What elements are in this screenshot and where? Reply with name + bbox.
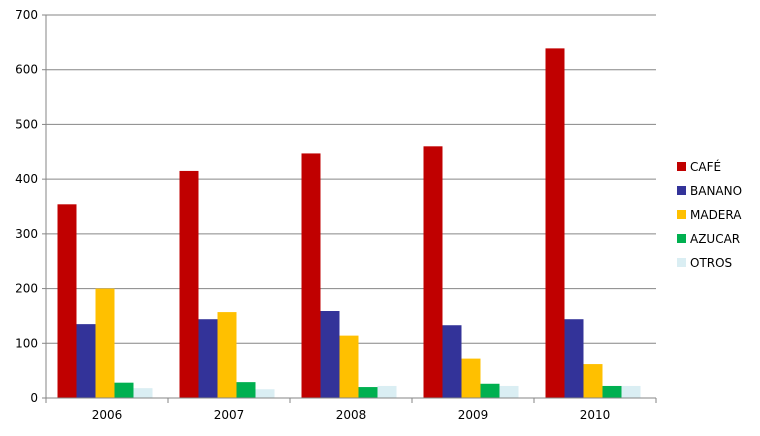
bar-madera-2006 — [95, 288, 115, 398]
gridlines — [46, 14, 656, 399]
legend-label-café: CAFÉ — [690, 159, 721, 174]
legend: CAFÉ BANANO MADERA AZUCAR OTROS — [677, 159, 742, 270]
bar-madera-2007 — [217, 312, 237, 398]
bar-otros-2009 — [499, 385, 519, 398]
legend-swatch-banano — [677, 186, 686, 195]
bar-azucar-2006 — [114, 382, 134, 398]
legend-label-madera: MADERA — [690, 208, 742, 222]
legend-swatch-otros — [677, 258, 686, 267]
bar-madera-2009 — [461, 358, 481, 398]
y-tick-label: 0 — [30, 391, 38, 405]
x-tick-label: 2007 — [214, 408, 245, 422]
bars — [57, 48, 641, 399]
bar-banano-2006 — [76, 324, 96, 398]
bar-otros-2006 — [133, 388, 153, 398]
x-tick-label: 2006 — [92, 408, 123, 422]
bar-café-2006 — [57, 204, 77, 398]
bar-otros-2010 — [621, 385, 641, 398]
legend-label-azucar: AZUCAR — [690, 232, 740, 246]
y-axis: 0 100 200 300 400 500 600 700 — [15, 8, 47, 405]
y-tick-label: 100 — [15, 336, 38, 350]
x-tick-label: 2009 — [458, 408, 489, 422]
legend-label-otros: OTROS — [690, 256, 732, 270]
y-tick-label: 400 — [15, 172, 38, 186]
bar-otros-2007 — [255, 389, 275, 398]
bar-banano-2008 — [320, 311, 340, 398]
bar-madera-2008 — [339, 335, 359, 398]
bar-azucar-2010 — [602, 385, 622, 398]
x-tick-label: 2010 — [580, 408, 611, 422]
bar-banano-2010 — [564, 319, 584, 398]
bar-café-2007 — [179, 170, 199, 398]
y-tick-label: 300 — [15, 227, 38, 241]
bar-azucar-2009 — [480, 383, 500, 398]
bar-otros-2008 — [377, 385, 397, 398]
x-tick-label: 2008 — [336, 408, 367, 422]
bar-banano-2009 — [442, 325, 462, 398]
bar-café-2009 — [423, 146, 443, 398]
legend-swatch-madera — [677, 210, 686, 219]
y-tick-label: 500 — [15, 117, 38, 131]
y-tick-label: 200 — [15, 282, 38, 296]
bar-café-2008 — [301, 153, 321, 398]
legend-label-banano: BANANO — [690, 184, 742, 198]
y-tick-label: 600 — [15, 63, 38, 77]
x-axis: 2006 2007 2008 2009 2010 — [45, 397, 657, 422]
y-tick-label: 700 — [15, 8, 38, 22]
bar-azucar-2008 — [358, 387, 378, 398]
bar-azucar-2007 — [236, 382, 256, 398]
legend-swatch-azucar — [677, 234, 686, 243]
bar-café-2010 — [545, 48, 565, 399]
bar-madera-2010 — [583, 364, 603, 398]
legend-swatch-café — [677, 162, 686, 171]
bar-banano-2007 — [198, 319, 218, 398]
